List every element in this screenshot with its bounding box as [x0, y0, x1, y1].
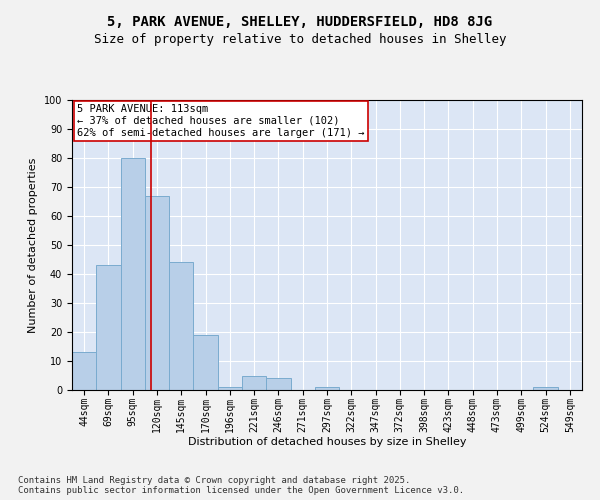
Bar	[96, 266, 121, 390]
Bar	[169, 262, 193, 390]
Text: 5 PARK AVENUE: 113sqm
← 37% of detached houses are smaller (102)
62% of semi-det: 5 PARK AVENUE: 113sqm ← 37% of detached …	[77, 104, 365, 138]
Y-axis label: Number of detached properties: Number of detached properties	[28, 158, 38, 332]
X-axis label: Distribution of detached houses by size in Shelley: Distribution of detached houses by size …	[188, 437, 466, 447]
Bar	[145, 196, 169, 390]
Text: Size of property relative to detached houses in Shelley: Size of property relative to detached ho…	[94, 32, 506, 46]
Bar	[242, 376, 266, 390]
Bar	[193, 335, 218, 390]
Bar	[315, 387, 339, 390]
Text: 5, PARK AVENUE, SHELLEY, HUDDERSFIELD, HD8 8JG: 5, PARK AVENUE, SHELLEY, HUDDERSFIELD, H…	[107, 15, 493, 29]
Bar	[121, 158, 145, 390]
Bar	[72, 352, 96, 390]
Bar	[266, 378, 290, 390]
Text: Contains HM Land Registry data © Crown copyright and database right 2025.
Contai: Contains HM Land Registry data © Crown c…	[18, 476, 464, 495]
Bar	[533, 387, 558, 390]
Bar	[218, 387, 242, 390]
